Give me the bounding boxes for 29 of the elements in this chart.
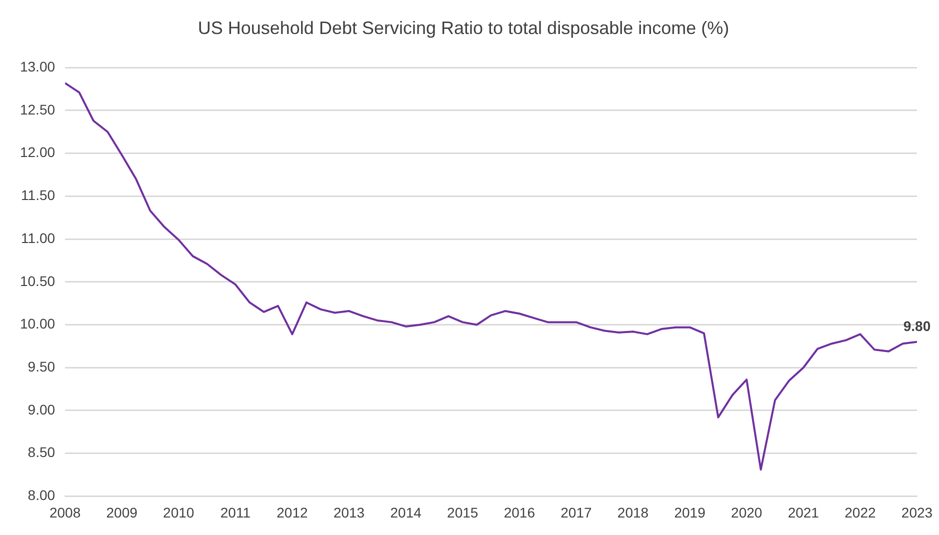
x-tick-label: 2022 <box>844 504 876 520</box>
x-tick-label: 2016 <box>504 504 536 520</box>
y-tick-label: 8.50 <box>28 444 56 460</box>
x-tick-label: 2018 <box>617 504 649 520</box>
y-tick-label: 9.00 <box>28 401 56 418</box>
x-tick-label: 2013 <box>333 504 365 520</box>
x-tick-label: 2023 <box>901 504 933 520</box>
x-tick-label: 2014 <box>390 504 422 520</box>
y-tick-label: 12.00 <box>20 144 56 160</box>
x-tick-label: 2012 <box>276 504 308 520</box>
x-tick-label: 2010 <box>163 504 194 520</box>
y-tick-label: 8.00 <box>28 487 56 504</box>
chart-title: US Household Debt Servicing Ratio to total disposable income (%) <box>198 18 730 38</box>
y-tick-label: 11.00 <box>21 230 56 246</box>
y-tick-label: 10.00 <box>20 316 56 332</box>
x-tick-label: 2011 <box>220 504 251 520</box>
data-label: 9.80 <box>903 318 931 334</box>
y-tick-label: 10.50 <box>20 272 56 289</box>
x-tick-label: 2008 <box>49 504 81 520</box>
x-tick-label: 2017 <box>560 504 592 520</box>
x-tick-label: 2021 <box>788 504 820 520</box>
x-tick-label: 2015 <box>447 504 478 520</box>
y-tick-label: 11.50 <box>21 187 56 204</box>
x-tick-label: 2020 <box>731 504 762 520</box>
y-tick-label: 9.50 <box>28 358 56 374</box>
x-tick-label: 2019 <box>674 504 706 520</box>
x-tick-label: 2009 <box>106 504 138 520</box>
y-tick-label: 12.50 <box>20 101 56 118</box>
y-tick-label: 13.00 <box>20 58 56 74</box>
